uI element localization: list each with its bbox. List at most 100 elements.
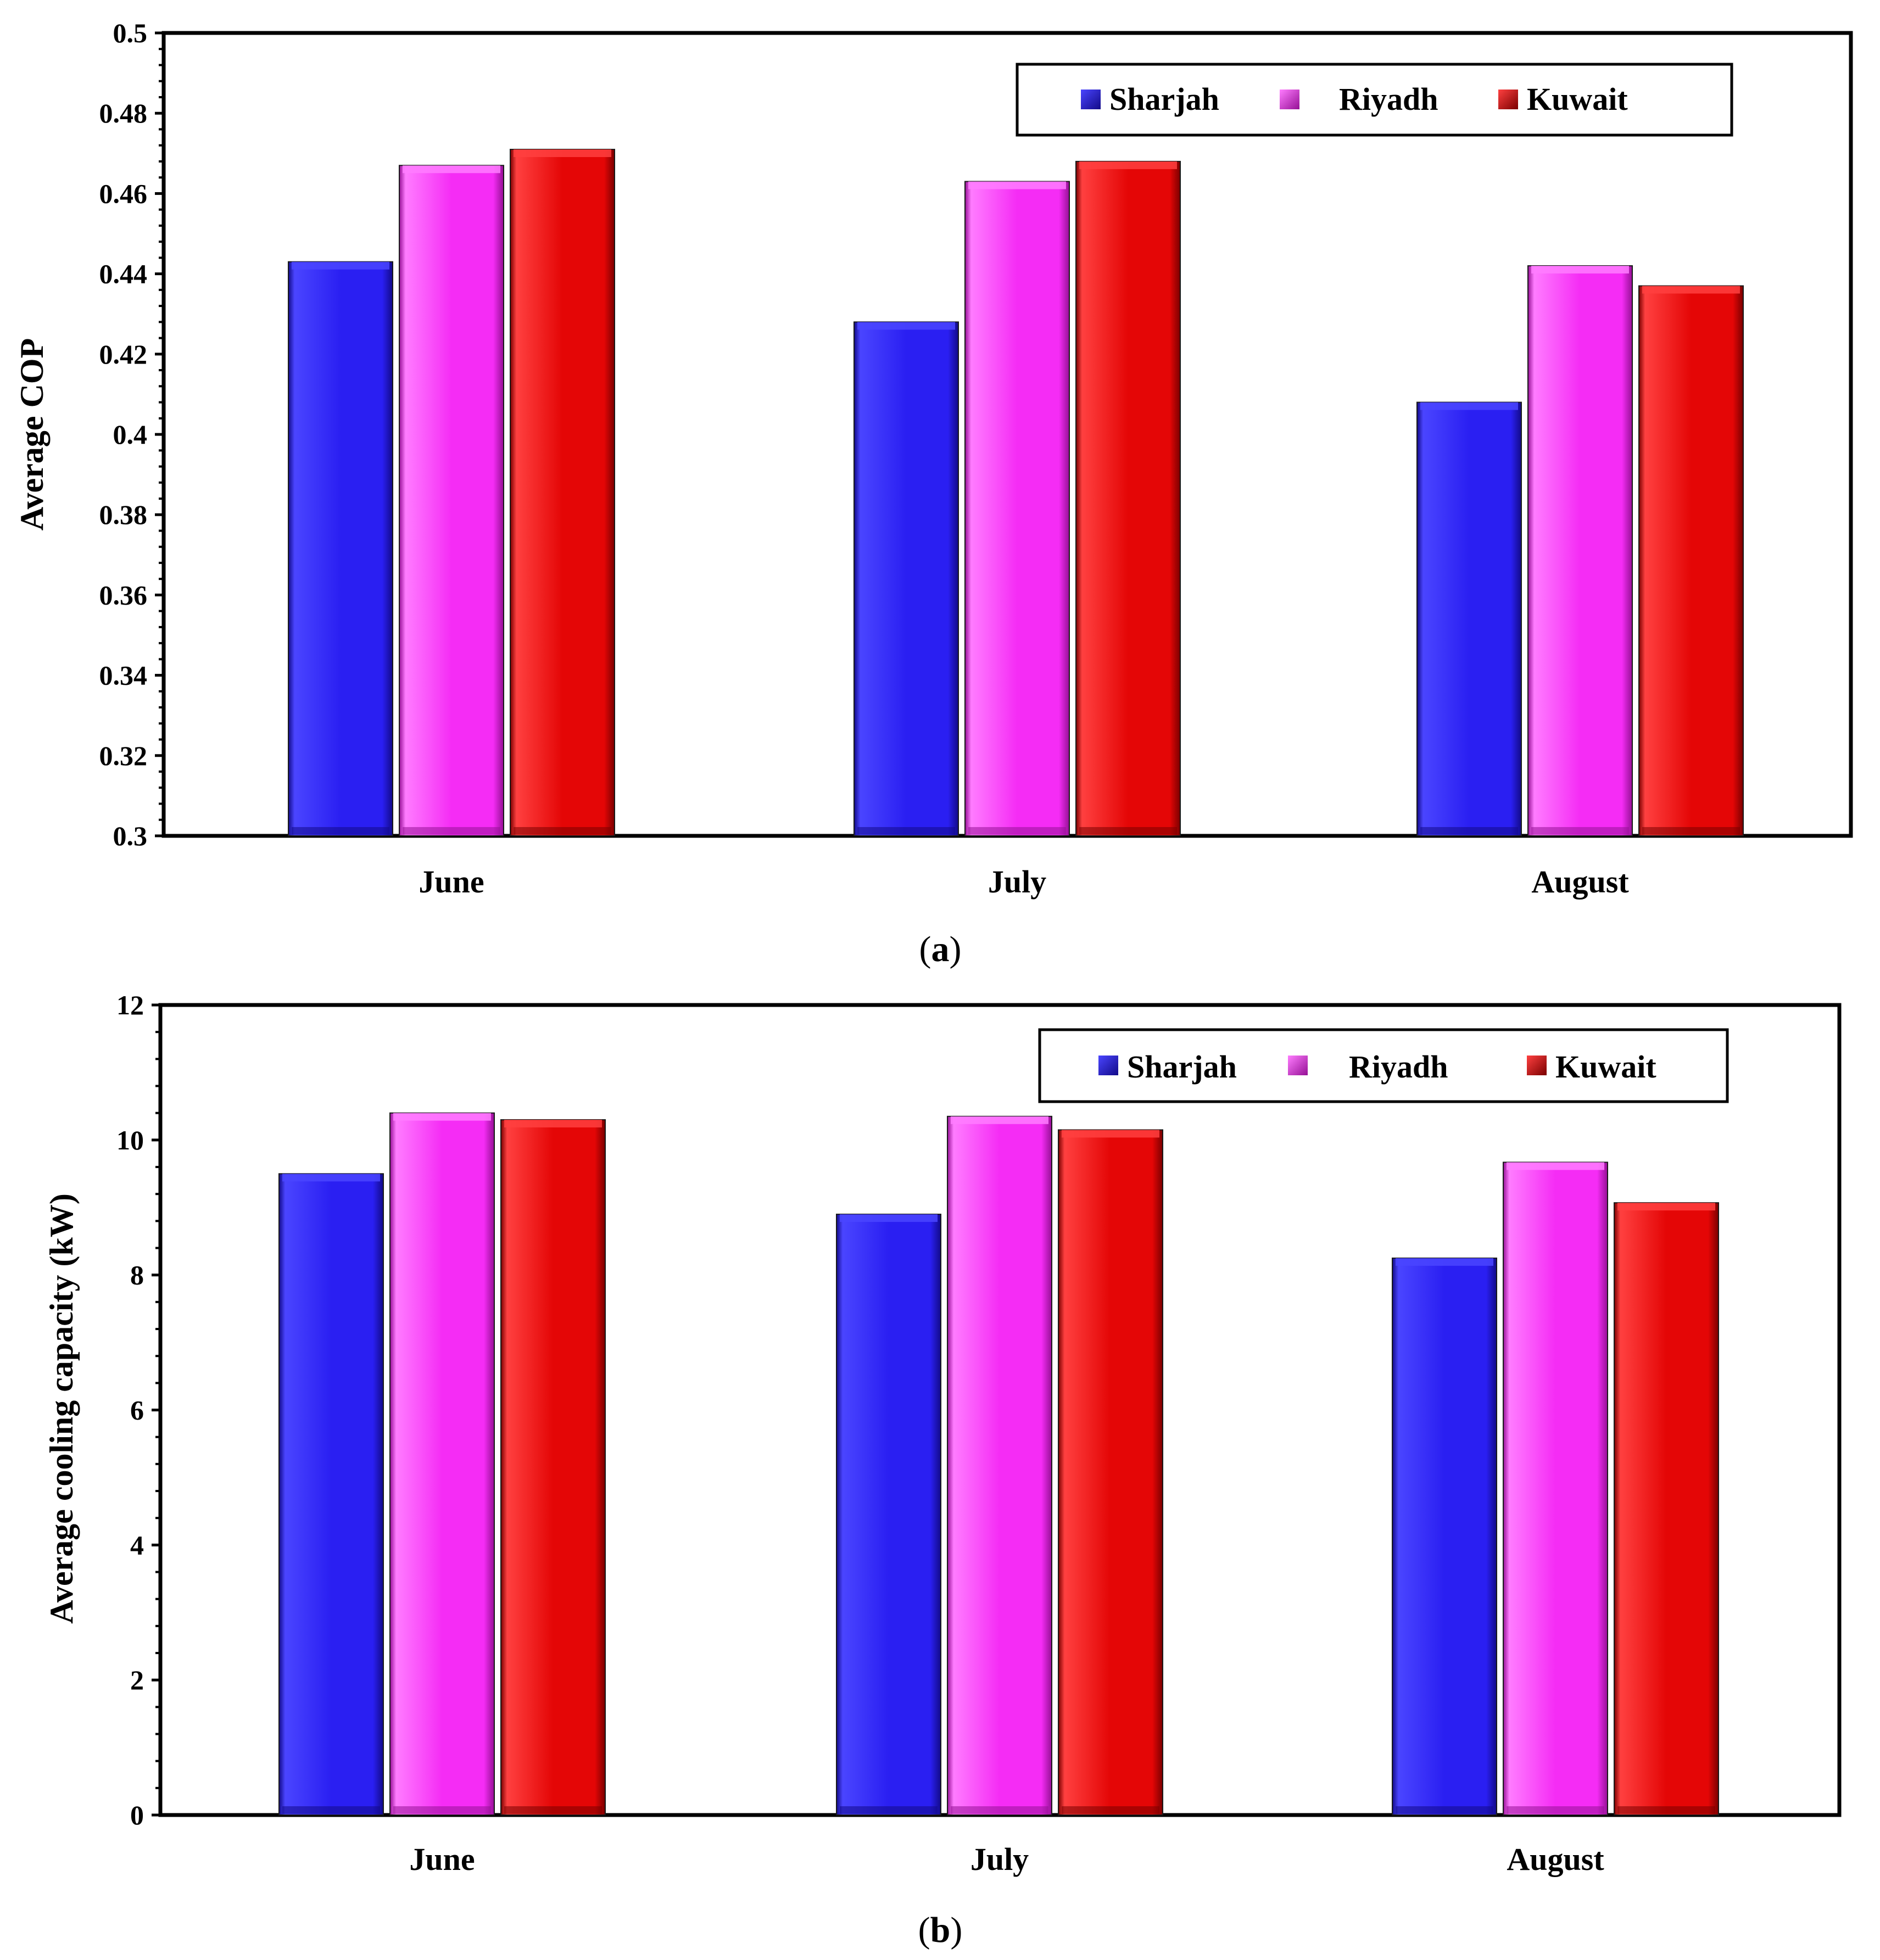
x-tick-label: July [988, 864, 1046, 900]
bar-sharjah-july [836, 1214, 941, 1816]
y-tick-label: 0.32 [99, 740, 148, 771]
legend: Sharjah Riyadh Kuwait [1016, 63, 1733, 137]
legend-label-sharjah: Sharjah [1109, 81, 1219, 117]
bar-bottom-bevel [1507, 1806, 1604, 1814]
y-tick-label: 2 [130, 1665, 144, 1695]
legend-box [1016, 63, 1733, 137]
bar-bottom-bevel [951, 1806, 1048, 1814]
legend-box [1038, 1028, 1729, 1103]
bar-kuwait-june [510, 148, 615, 836]
bar-bottom-bevel [292, 827, 389, 835]
y-axis-tick-labels: 0.3 0.32 0.34 0.36 0.38 0.4 0.42 0.44 0.46 0.48 0.… [99, 18, 148, 851]
legend-swatch-kuwait [1527, 1056, 1547, 1075]
y-tick-label: 0.44 [99, 259, 148, 289]
bar-top-bevel [393, 1113, 491, 1121]
x-axis-tick-labels: June July August [409, 1841, 1604, 1877]
bar-top-bevel [857, 322, 955, 330]
bar-bottom-bevel [1642, 827, 1740, 835]
y-tick-label: 0.48 [99, 98, 148, 129]
bar-kuwait-august [1614, 1202, 1719, 1816]
bar-sharjah-august [1416, 401, 1522, 836]
bar-bottom-bevel [393, 1806, 491, 1814]
bar-bottom-bevel [1396, 1806, 1493, 1814]
x-tick-label: July [970, 1841, 1029, 1877]
x-tick-label: August [1507, 1841, 1604, 1877]
bar-sharjah-june [288, 261, 393, 836]
bar-top-bevel [1079, 161, 1177, 169]
bar-bottom-bevel [282, 1806, 380, 1814]
y-tick-label: 0.3 [113, 820, 148, 851]
bar-top-bevel [514, 149, 611, 157]
bar-top-bevel [1396, 1258, 1493, 1266]
legend-label-kuwait: Kuwait [1555, 1049, 1656, 1085]
bar-top-bevel [292, 261, 389, 270]
caption-b: (b) [918, 1910, 963, 1950]
bar-top-bevel [504, 1119, 602, 1127]
bar-sharjah-june [278, 1173, 384, 1816]
caption-letter: a [931, 929, 950, 969]
bar-top-bevel [1617, 1203, 1715, 1211]
bar-top-bevel [403, 165, 500, 174]
bars [288, 148, 1744, 837]
y-axis-title: Average COP [14, 338, 50, 531]
y-axis-ticks [152, 1003, 160, 1817]
bar-top-bevel [1642, 286, 1740, 294]
bar-kuwait-july [1075, 160, 1181, 836]
y-tick-label: 10 [116, 1125, 144, 1155]
caption-letter: b [930, 1910, 951, 1950]
y-axis-ticks [155, 31, 164, 837]
bar-riyadh-july [964, 181, 1070, 837]
bars [278, 1112, 1719, 1816]
bar-bottom-bevel [1531, 827, 1629, 835]
legend-label-riyadh: Riyadh [1339, 81, 1438, 117]
legend-swatch-sharjah [1098, 1056, 1118, 1075]
bar-sharjah-august [1392, 1257, 1497, 1816]
bar-bottom-bevel [1079, 827, 1177, 835]
y-tick-label: 0.34 [99, 660, 148, 691]
y-tick-label: 6 [130, 1395, 144, 1426]
y-axis-tick-labels: 0 2 4 6 8 10 12 [116, 990, 144, 1830]
bar-top-bevel [840, 1214, 938, 1222]
bar-bottom-bevel [504, 1806, 602, 1814]
legend-swatch-sharjah [1081, 90, 1101, 109]
bar-riyadh-july [947, 1115, 1052, 1816]
y-tick-label: 0.42 [99, 339, 148, 370]
x-tick-label: June [409, 1841, 475, 1877]
bar-bottom-bevel [857, 827, 955, 835]
y-tick-label: 12 [116, 990, 144, 1020]
bar-kuwait-july [1058, 1129, 1163, 1816]
legend-label-riyadh: Riyadh [1349, 1049, 1448, 1085]
x-tick-label: August [1531, 864, 1629, 900]
y-axis-title: Average cooling capacity (kW) [43, 1193, 80, 1624]
bar-top-bevel [1531, 265, 1629, 273]
y-tick-label: 0.36 [99, 579, 148, 610]
legend-swatch-kuwait [1498, 90, 1518, 109]
bar-bottom-bevel [1420, 827, 1518, 835]
y-tick-label: 0.4 [113, 419, 148, 450]
x-tick-label: June [419, 864, 484, 900]
x-axis-tick-labels: June July August [419, 864, 1629, 900]
legend-label-sharjah: Sharjah [1127, 1049, 1237, 1085]
bar-riyadh-june [389, 1112, 495, 1816]
y-tick-label: 0 [130, 1800, 144, 1830]
bar-bottom-bevel [1062, 1806, 1159, 1814]
panel-a-cop-chart: 0.3 0.32 0.34 0.36 0.38 0.4 0.42 0.44 0.46 0.48 0.… [14, 18, 1853, 969]
legend-swatch-riyadh [1288, 1056, 1308, 1075]
bar-top-bevel [1420, 402, 1518, 410]
y-tick-label: 8 [130, 1260, 144, 1291]
y-tick-label: 0.38 [99, 499, 148, 530]
y-tick-label: 0.46 [99, 178, 148, 209]
bar-bottom-bevel [514, 827, 611, 835]
legend-label-kuwait: Kuwait [1527, 81, 1628, 117]
bar-top-bevel [1507, 1162, 1604, 1170]
legend-swatch-riyadh [1280, 90, 1299, 109]
bar-bottom-bevel [968, 827, 1066, 835]
bar-kuwait-august [1638, 285, 1744, 836]
bar-riyadh-august [1527, 265, 1633, 837]
legend: Sharjah Riyadh Kuwait [1038, 1028, 1729, 1103]
bar-sharjah-july [853, 321, 959, 836]
bar-top-bevel [1062, 1130, 1159, 1138]
y-tick-label: 0.5 [113, 18, 148, 48]
bar-bottom-bevel [840, 1806, 938, 1814]
